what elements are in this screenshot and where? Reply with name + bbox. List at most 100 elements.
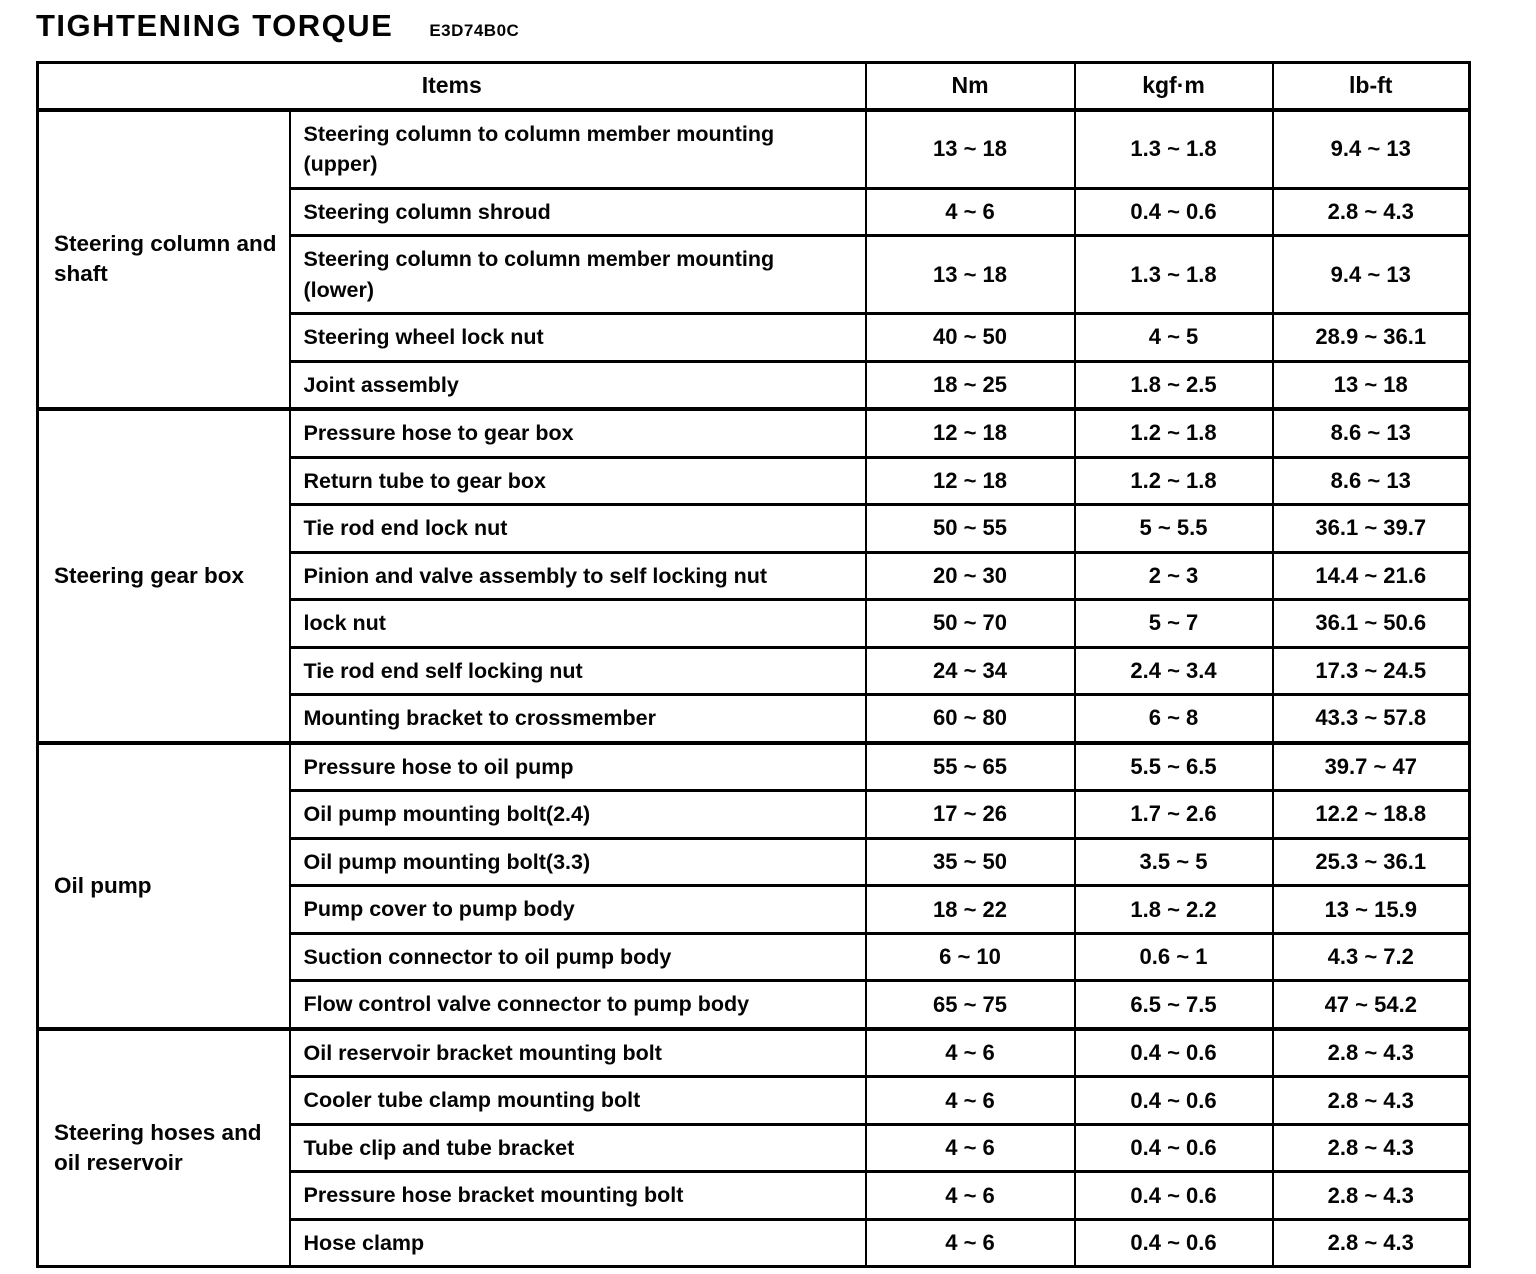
lbft-cell: 13 ~ 15.9	[1271, 884, 1471, 935]
nm-cell: 20 ~ 30	[864, 550, 1076, 602]
kgfm-cell: 2 ~ 3	[1073, 550, 1274, 602]
lbft-cell: 8.6 ~ 13	[1271, 455, 1471, 507]
lbft-cell: 14.4 ~ 21.6	[1271, 550, 1471, 602]
lbft-cell: 36.1 ~ 50.6	[1271, 598, 1471, 649]
nm-cell: 4 ~ 6	[864, 1122, 1076, 1174]
lbft-cell: 4.3 ~ 7.2	[1271, 931, 1471, 983]
table-row: Steering gear box Pressure hose to gear b…	[36, 407, 1471, 745]
table-row: Flow control valve connector to pump bod…	[38, 979, 1471, 1031]
kgfm-cell: 6 ~ 8	[1073, 693, 1274, 745]
category-cell: Steering hoses and oil reservoir	[36, 1026, 291, 1269]
nm-cell: 60 ~ 80	[864, 693, 1076, 745]
tightening-torque-table: Items Nm kgf·m lb-ft Steering column and…	[36, 61, 1471, 1269]
nm-cell: 13 ~ 18	[864, 107, 1076, 190]
item-cell: Pressure hose to gear box	[288, 407, 867, 459]
nm-cell: 24 ~ 34	[864, 645, 1076, 697]
lbft-cell: 47 ~ 54.2	[1271, 979, 1471, 1031]
table-row: Steering column and shaft Steering column…	[36, 107, 1471, 411]
item-cell: Steering column shroud	[288, 186, 867, 238]
item-cell: Cooler tube clamp mounting bolt	[288, 1075, 867, 1126]
kgfm-cell: 1.7 ~ 2.6	[1073, 789, 1274, 840]
kgfm-cell: 1.3 ~ 1.8	[1073, 234, 1274, 316]
item-cell: Oil pump mounting bolt(2.4)	[288, 789, 867, 840]
lbft-cell: 2.8 ~ 4.3	[1271, 1122, 1471, 1174]
section-code: E3D74B0C	[429, 21, 520, 40]
item-cell: Mounting bracket to crossmember	[288, 693, 867, 745]
table-row: Oil pump Pressure hose to oil pump 55 ~ 65…	[36, 740, 1471, 1031]
table-row: Tie rod end lock nut 50 ~ 55 5 ~ 5.5 36.1 ~…	[38, 503, 1471, 554]
nm-cell: 17 ~ 26	[864, 789, 1076, 840]
nm-cell: 18 ~ 22	[864, 884, 1076, 935]
kgfm-cell: 1.3 ~ 1.8	[1073, 107, 1274, 190]
nm-cell: 55 ~ 65	[864, 740, 1076, 793]
kgfm-cell: 0.4 ~ 0.6	[1073, 1122, 1274, 1174]
kgfm-cell: 5.5 ~ 6.5	[1073, 740, 1274, 793]
kgfm-cell: 0.4 ~ 0.6	[1073, 1170, 1274, 1221]
nm-cell: 65 ~ 75	[864, 979, 1076, 1031]
kgfm-cell: 1.8 ~ 2.5	[1073, 359, 1274, 411]
header-nm: Nm	[864, 61, 1076, 112]
lbft-cell: 2.8 ~ 4.3	[1271, 1217, 1471, 1269]
table-row: Suction connector to oil pump body 6 ~ 10…	[38, 931, 1471, 983]
kgfm-cell: 2.4 ~ 3.4	[1073, 645, 1274, 697]
nm-cell: 4 ~ 6	[864, 1217, 1076, 1269]
kgfm-cell: 0.4 ~ 0.6	[1073, 186, 1274, 238]
nm-cell: 4 ~ 6	[864, 186, 1076, 238]
nm-cell: 50 ~ 70	[864, 598, 1076, 649]
lbft-cell: 43.3 ~ 57.8	[1271, 693, 1471, 745]
lbft-cell: 8.6 ~ 13	[1271, 407, 1471, 459]
category-cell: Oil pump	[36, 740, 291, 1031]
nm-cell: 4 ~ 6	[864, 1170, 1076, 1221]
nm-cell: 50 ~ 55	[864, 503, 1076, 554]
header-kgfm: kgf·m	[1073, 61, 1274, 112]
item-cell: Tie rod end self locking nut	[288, 645, 867, 697]
nm-cell: 4 ~ 6	[864, 1026, 1076, 1079]
item-cell: Oil reservoir bracket mounting bolt	[288, 1026, 867, 1079]
item-cell: Pinion and valve assembly to self lockin…	[288, 550, 867, 602]
item-cell: Steering wheel lock nut	[288, 312, 867, 363]
lbft-cell: 28.9 ~ 36.1	[1271, 312, 1471, 363]
table-row: Oil pump mounting bolt(3.3) 35 ~ 50 3.5 ~ …	[38, 836, 1471, 888]
page-title: TIGHTENING TORQUE	[36, 8, 394, 43]
item-cell: Pump cover to pump body	[288, 884, 867, 935]
table-row: Mounting bracket to crossmember 60 ~ 80 6 …	[38, 693, 1471, 745]
table-row: Hose clamp 4 ~ 6 0.4 ~ 0.6 2.8 ~ 4.3	[38, 1217, 1471, 1269]
item-cell: Pressure hose bracket mounting bolt	[288, 1170, 867, 1221]
nm-cell: 35 ~ 50	[864, 836, 1076, 888]
table-row: Steering column to column member mountin…	[38, 234, 1471, 316]
item-cell: Return tube to gear box	[288, 455, 867, 507]
table-row: Tie rod end self locking nut 24 ~ 34 2.4 ~…	[38, 645, 1471, 697]
lbft-cell: 2.8 ~ 4.3	[1271, 186, 1471, 238]
lbft-cell: 17.3 ~ 24.5	[1271, 645, 1471, 697]
item-cell: Oil pump mounting bolt(3.3)	[288, 836, 867, 888]
lbft-cell: 25.3 ~ 36.1	[1271, 836, 1471, 888]
item-cell: Suction connector to oil pump body	[288, 931, 867, 983]
table-row: Joint assembly 18 ~ 25 1.8 ~ 2.5 13 ~ 18	[38, 359, 1471, 411]
category-cell: Steering column and shaft	[36, 107, 291, 411]
table-row: Return tube to gear box 12 ~ 18 1.2 ~ 1.8 8…	[38, 455, 1471, 507]
table-row: Oil pump mounting bolt(2.4) 17 ~ 26 1.7 ~ …	[38, 789, 1471, 840]
item-cell: Flow control valve connector to pump bod…	[288, 979, 867, 1031]
item-cell: Steering column to column member mountin…	[288, 234, 867, 316]
table-row: Cooler tube clamp mounting bolt 4 ~ 6 0.4 …	[38, 1075, 1471, 1126]
item-cell: Tie rod end lock nut	[288, 503, 867, 554]
lbft-cell: 9.4 ~ 13	[1271, 234, 1471, 316]
nm-cell: 18 ~ 25	[864, 359, 1076, 411]
item-cell: Tube clip and tube bracket	[288, 1122, 867, 1174]
table-row: Steering hoses and oil reservoir Oil rese…	[36, 1026, 1471, 1269]
nm-cell: 12 ~ 18	[864, 407, 1076, 459]
kgfm-cell: 4 ~ 5	[1073, 312, 1274, 363]
header-lbft: lb-ft	[1271, 61, 1471, 112]
title-row: TIGHTENING TORQUE E3D74B0C	[36, 8, 1536, 48]
table-row: Pressure hose bracket mounting bolt 4 ~ 6…	[38, 1170, 1471, 1221]
item-cell: Pressure hose to oil pump	[288, 740, 867, 793]
item-cell: Hose clamp	[288, 1217, 867, 1269]
table-header-row: Items Nm kgf·m lb-ft	[36, 61, 1471, 112]
category-cell: Steering gear box	[36, 407, 291, 745]
lbft-cell: 2.8 ~ 4.3	[1271, 1170, 1471, 1221]
nm-cell: 40 ~ 50	[864, 312, 1076, 363]
nm-cell: 4 ~ 6	[864, 1075, 1076, 1126]
nm-cell: 13 ~ 18	[864, 234, 1076, 316]
kgfm-cell: 1.2 ~ 1.8	[1073, 455, 1274, 507]
table-row: Tube clip and tube bracket 4 ~ 6 0.4 ~ 0.6…	[38, 1122, 1471, 1174]
